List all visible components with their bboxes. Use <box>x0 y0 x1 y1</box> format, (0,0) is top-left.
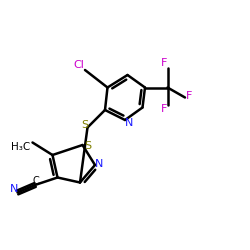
Text: F: F <box>186 91 193 101</box>
Text: N: N <box>10 184 19 194</box>
Text: F: F <box>160 58 167 68</box>
Text: S: S <box>82 120 88 130</box>
Text: S: S <box>84 141 91 151</box>
Text: C: C <box>32 176 39 186</box>
Text: Cl: Cl <box>73 60 84 70</box>
Text: H₃C: H₃C <box>11 142 30 152</box>
Text: N: N <box>125 118 133 128</box>
Text: N: N <box>95 159 104 169</box>
Text: F: F <box>160 104 167 115</box>
